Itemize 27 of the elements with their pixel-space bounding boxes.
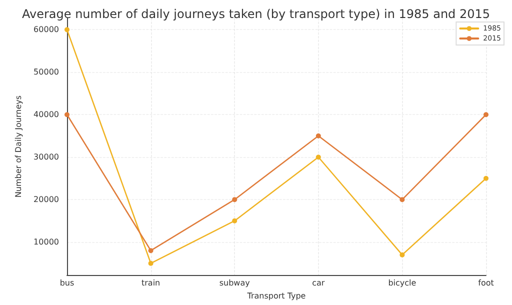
y-tick-label: 20000 [34,195,59,204]
x-tick-label: car [312,278,326,288]
y-axis-title: Number of Daily Journeys [14,95,24,198]
point [64,27,70,32]
x-tick-label: foot [478,278,494,288]
x-tick-label: bicycle [388,278,416,288]
point [484,112,488,118]
chart-title: Average number of daily journeys taken (by transport type) in 1985 and 2015 [22,7,490,21]
x-tick-label: bus [60,278,74,288]
point [148,248,154,254]
y-tick-label: 10000 [34,238,59,247]
point [400,197,405,202]
y-tick-label: 50000 [34,68,59,77]
point [316,133,321,138]
y-tick-label: 30000 [34,152,59,162]
x-tick-label: subway [219,278,250,288]
point [484,176,488,181]
y-tick-label: 60000 [34,25,59,34]
point [64,112,70,118]
point [316,154,321,160]
point [232,218,238,224]
point [148,260,154,266]
point [232,197,238,202]
point [400,252,405,258]
x-axis-title: Transport Type [246,292,306,300]
y-tick-label: 40000 [34,110,59,120]
x-tick-label: train [141,278,160,288]
